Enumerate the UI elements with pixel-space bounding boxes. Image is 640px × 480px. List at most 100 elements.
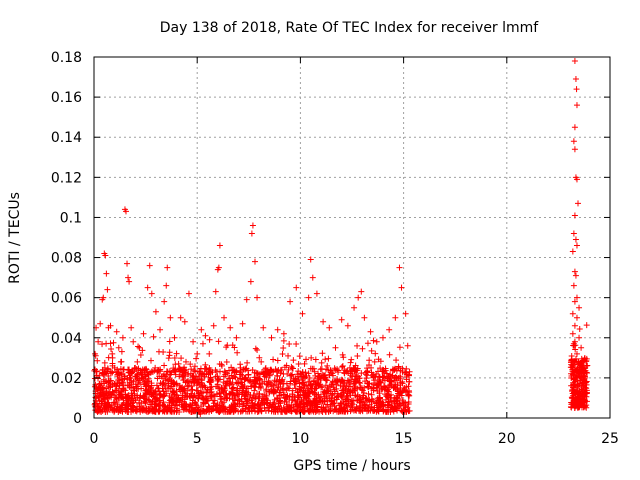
data-point	[307, 256, 314, 263]
data-point	[103, 385, 110, 392]
data-point	[231, 373, 238, 380]
data-point	[355, 294, 362, 301]
data-point	[570, 138, 577, 145]
data-point	[307, 381, 314, 388]
data-point	[318, 384, 325, 391]
data-point	[320, 404, 327, 411]
data-point	[136, 344, 143, 351]
data-point	[290, 357, 297, 364]
data-point	[371, 358, 378, 365]
data-point	[130, 404, 137, 411]
data-point	[337, 382, 344, 389]
data-point	[142, 373, 149, 380]
data-point	[580, 397, 587, 404]
data-point	[120, 395, 127, 402]
data-point	[227, 324, 234, 331]
data-point	[148, 382, 155, 389]
data-point	[573, 242, 580, 249]
data-point	[358, 404, 365, 411]
data-point	[273, 369, 280, 376]
data-point	[120, 366, 127, 373]
data-point	[103, 270, 110, 277]
data-point	[245, 371, 252, 378]
data-point	[382, 365, 389, 372]
data-point	[571, 58, 578, 65]
data-point	[307, 365, 314, 372]
data-point	[370, 407, 377, 414]
data-point	[395, 375, 402, 382]
data-point	[388, 382, 395, 389]
data-point	[209, 369, 216, 376]
data-point	[383, 387, 390, 394]
data-point	[102, 408, 109, 415]
data-point	[406, 378, 413, 385]
data-point	[181, 385, 188, 392]
data-point	[379, 334, 386, 341]
data-point	[575, 369, 582, 376]
data-point	[281, 391, 288, 398]
data-point	[343, 403, 350, 410]
data-point	[152, 388, 159, 395]
data-point	[128, 408, 135, 415]
data-point	[573, 176, 580, 183]
data-point	[113, 328, 120, 335]
data-point	[247, 376, 254, 383]
data-point	[317, 366, 324, 373]
data-point	[294, 376, 301, 383]
data-point	[382, 408, 389, 415]
data-point	[112, 387, 119, 394]
data-point	[578, 355, 585, 362]
data-point	[266, 402, 273, 409]
data-point	[406, 368, 413, 375]
data-point	[187, 394, 194, 401]
data-point	[274, 357, 281, 364]
data-point	[190, 338, 197, 345]
data-point	[400, 399, 407, 406]
data-point	[270, 401, 277, 408]
data-point	[279, 351, 286, 358]
data-point	[234, 391, 241, 398]
data-point	[249, 222, 256, 229]
y-tick-label: 0.02	[51, 371, 82, 387]
data-point	[304, 385, 311, 392]
data-point	[214, 373, 221, 380]
data-point	[393, 357, 400, 364]
data-point	[578, 344, 585, 351]
data-point	[295, 360, 302, 367]
data-point	[338, 376, 345, 383]
grid-lines	[94, 57, 610, 418]
data-point	[268, 380, 275, 387]
data-point	[124, 403, 131, 410]
data-point	[157, 326, 164, 333]
data-point	[150, 333, 157, 340]
data-point	[572, 236, 579, 243]
data-point	[402, 403, 409, 410]
data-point	[575, 395, 582, 402]
data-point	[296, 386, 303, 393]
data-point	[254, 378, 261, 385]
data-point	[346, 379, 353, 386]
data-point	[135, 343, 142, 350]
data-point	[396, 400, 403, 407]
data-point	[575, 200, 582, 207]
data-point	[569, 310, 576, 317]
data-point	[396, 264, 403, 271]
data-point	[113, 395, 120, 402]
data-point	[92, 381, 99, 388]
data-point	[184, 383, 191, 390]
data-point	[575, 358, 582, 365]
data-point	[189, 400, 196, 407]
data-point	[294, 396, 301, 403]
data-point	[322, 356, 329, 363]
data-point	[160, 388, 167, 395]
data-point	[176, 373, 183, 380]
data-point	[398, 284, 405, 291]
data-point	[224, 370, 231, 377]
data-point	[193, 355, 200, 362]
data-point	[387, 373, 394, 380]
data-point	[317, 375, 324, 382]
data-point	[172, 361, 179, 368]
data-point	[182, 358, 189, 365]
data-point	[373, 338, 380, 345]
data-point	[394, 394, 401, 401]
